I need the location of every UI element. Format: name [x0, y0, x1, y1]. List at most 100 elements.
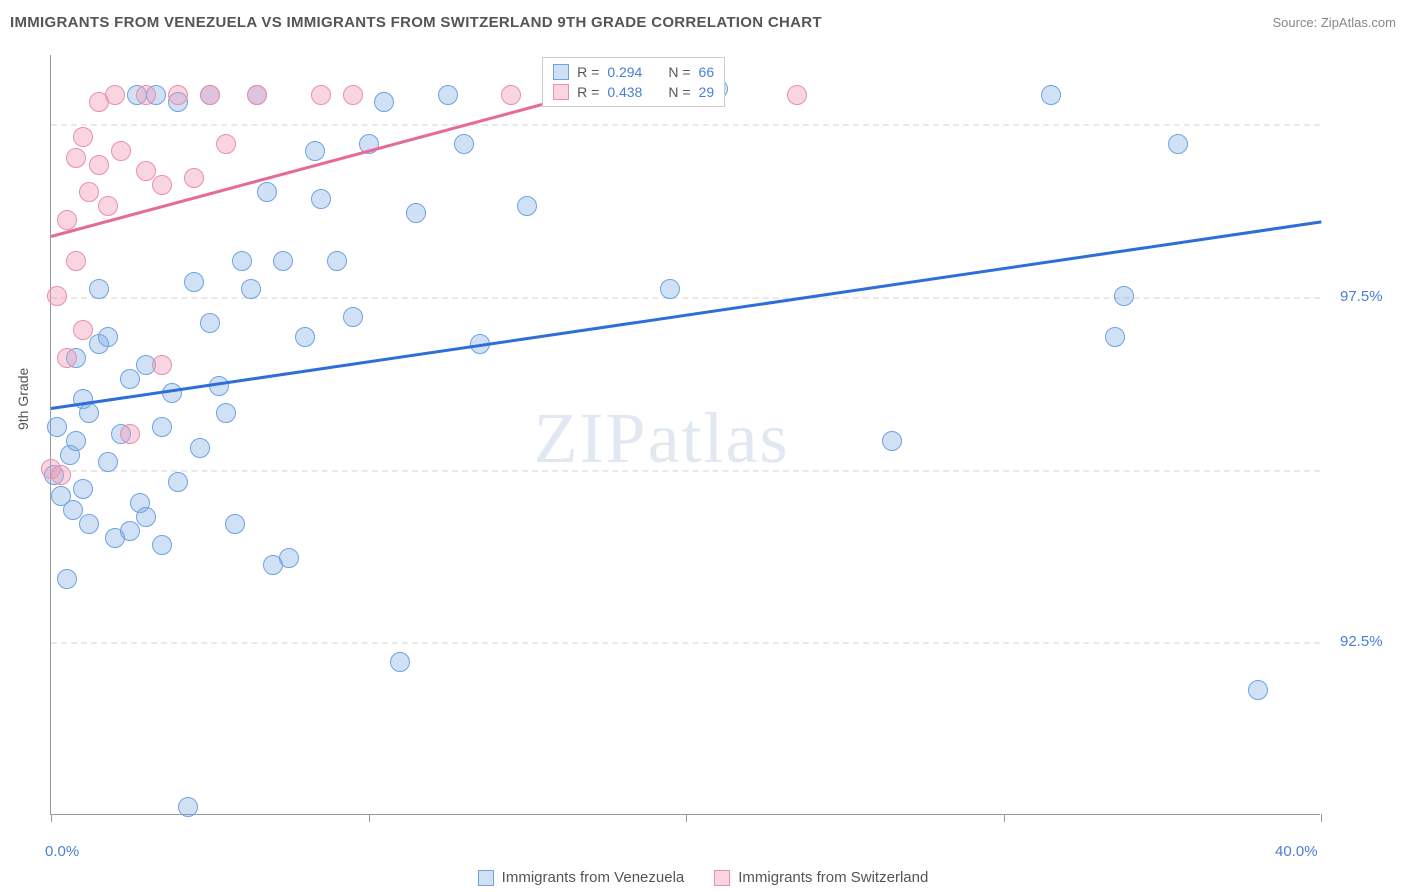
data-point	[390, 652, 410, 672]
legend-row: R = 0.438 N = 29	[553, 82, 714, 102]
data-point	[501, 85, 521, 105]
data-point	[152, 175, 172, 195]
source-prefix: Source:	[1272, 15, 1320, 30]
data-point	[120, 424, 140, 444]
data-point	[216, 134, 236, 154]
r-label: R =	[577, 84, 599, 100]
chart-title: IMMIGRANTS FROM VENEZUELA VS IMMIGRANTS …	[10, 14, 822, 31]
legend-swatch-venezuela	[478, 870, 494, 886]
data-point	[190, 438, 210, 458]
data-point	[47, 417, 67, 437]
x-tick-label: 0.0%	[45, 843, 79, 860]
data-point	[660, 279, 680, 299]
legend-item-switzerland: Immigrants from Switzerland	[714, 869, 928, 886]
data-point	[241, 279, 261, 299]
data-point	[47, 286, 67, 306]
watermark-light: atlas	[648, 398, 790, 478]
data-point	[178, 797, 198, 817]
gridline	[51, 642, 1320, 644]
legend-item-venezuela: Immigrants from Venezuela	[478, 869, 685, 886]
x-tick	[51, 814, 52, 822]
data-point	[98, 196, 118, 216]
data-point	[57, 348, 77, 368]
data-point	[152, 355, 172, 375]
y-tick-label: 97.5%	[1340, 288, 1383, 305]
data-point	[1248, 680, 1268, 700]
legend-swatch	[553, 64, 569, 80]
data-point	[295, 327, 315, 347]
data-point	[257, 182, 277, 202]
data-point	[184, 272, 204, 292]
plot-area: ZIPatlas	[50, 55, 1320, 815]
data-point	[66, 148, 86, 168]
data-point	[311, 85, 331, 105]
data-point	[184, 168, 204, 188]
legend-swatch	[553, 84, 569, 100]
data-point	[73, 127, 93, 147]
data-point	[120, 521, 140, 541]
data-point	[1114, 286, 1134, 306]
data-point	[216, 403, 236, 423]
data-point	[305, 141, 325, 161]
x-tick	[1321, 814, 1322, 822]
r-value: 0.294	[607, 64, 642, 80]
x-tick	[369, 814, 370, 822]
data-point	[136, 507, 156, 527]
n-value: 29	[699, 84, 715, 100]
r-value: 0.438	[607, 84, 642, 100]
data-point	[787, 85, 807, 105]
data-point	[120, 369, 140, 389]
data-point	[98, 452, 118, 472]
legend-row: R = 0.294 N = 66	[553, 62, 714, 82]
data-point	[279, 548, 299, 568]
data-point	[374, 92, 394, 112]
data-point	[136, 85, 156, 105]
data-point	[66, 431, 86, 451]
data-point	[66, 251, 86, 271]
n-label: N =	[668, 84, 690, 100]
data-point	[79, 514, 99, 534]
legend-label-venezuela: Immigrants from Venezuela	[502, 869, 685, 886]
data-point	[343, 85, 363, 105]
x-tick	[686, 814, 687, 822]
source-attribution: Source: ZipAtlas.com	[1272, 15, 1396, 30]
data-point	[232, 251, 252, 271]
data-point	[79, 403, 99, 423]
gridline	[51, 124, 1320, 126]
data-point	[1041, 85, 1061, 105]
legend-swatch-switzerland	[714, 870, 730, 886]
data-point	[454, 134, 474, 154]
data-point	[152, 535, 172, 555]
data-point	[327, 251, 347, 271]
legend-bottom: Immigrants from Venezuela Immigrants fro…	[0, 869, 1406, 886]
watermark: ZIPatlas	[534, 397, 790, 480]
data-point	[247, 85, 267, 105]
n-value: 66	[699, 64, 715, 80]
source-name: ZipAtlas.com	[1321, 15, 1396, 30]
trend-line	[51, 90, 592, 238]
data-point	[105, 85, 125, 105]
data-point	[57, 210, 77, 230]
data-point	[73, 479, 93, 499]
data-point	[73, 320, 93, 340]
data-point	[882, 431, 902, 451]
y-axis-label: 9th Grade	[15, 368, 31, 430]
data-point	[406, 203, 426, 223]
data-point	[1105, 327, 1125, 347]
watermark-bold: ZIP	[534, 398, 648, 478]
gridline	[51, 470, 1320, 472]
data-point	[51, 465, 71, 485]
data-point	[517, 196, 537, 216]
r-label: R =	[577, 64, 599, 80]
title-bar: IMMIGRANTS FROM VENEZUELA VS IMMIGRANTS …	[10, 8, 1396, 36]
x-tick-label: 40.0%	[1275, 843, 1318, 860]
x-tick	[1004, 814, 1005, 822]
n-label: N =	[668, 64, 690, 80]
data-point	[168, 472, 188, 492]
data-point	[152, 417, 172, 437]
data-point	[168, 85, 188, 105]
data-point	[273, 251, 293, 271]
data-point	[311, 189, 331, 209]
data-point	[225, 514, 245, 534]
data-point	[57, 569, 77, 589]
